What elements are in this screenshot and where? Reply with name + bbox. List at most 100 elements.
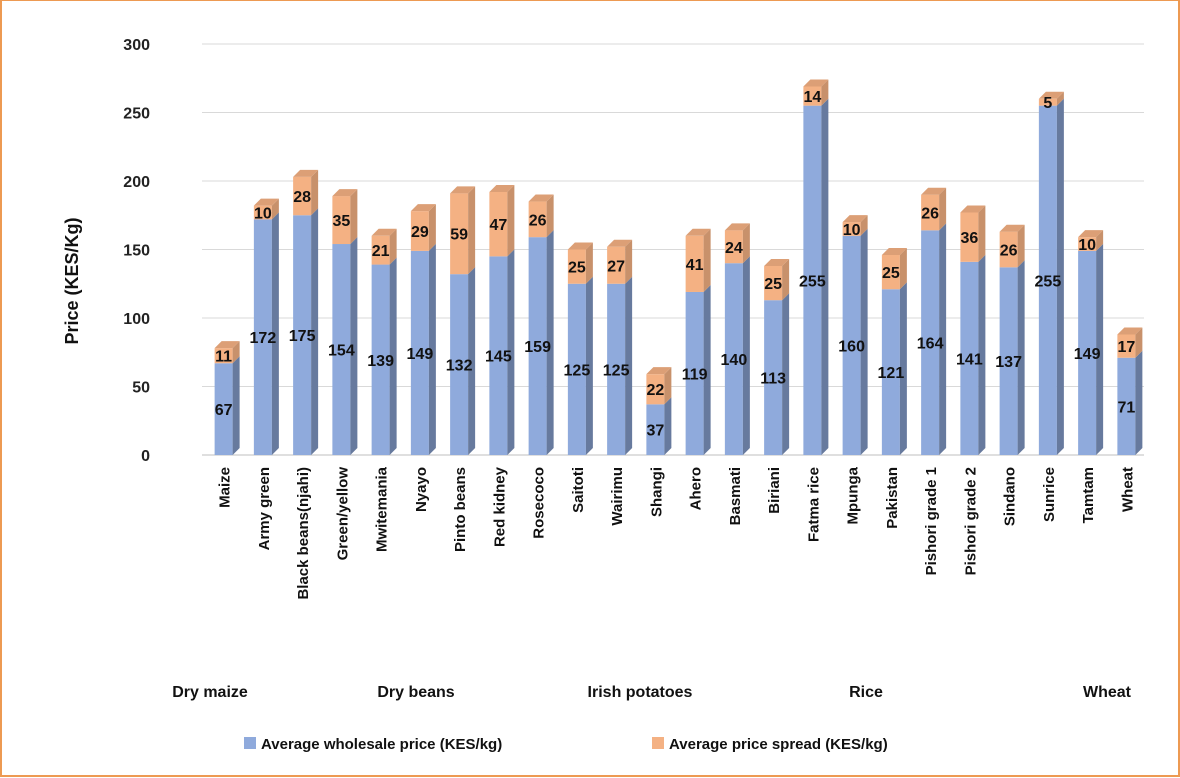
bar-spread-side <box>1017 224 1025 268</box>
bar-spread <box>960 212 979 262</box>
data-label-wholesale: 154 <box>328 343 355 360</box>
bar-top <box>371 228 397 236</box>
legend-label: Average price spread (KES/kg) <box>669 736 888 753</box>
bar-spread-side <box>232 341 240 364</box>
bar-spread-side <box>742 223 750 264</box>
data-label-wholesale: 113 <box>760 371 786 388</box>
data-label-spread: 47 <box>489 217 507 234</box>
data-label-wholesale: 255 <box>799 273 826 290</box>
bar-top <box>1038 91 1064 99</box>
bar-spread-side <box>1056 91 1064 106</box>
data-label-spread: 10 <box>1078 237 1096 254</box>
data-label-spread: 25 <box>568 260 586 277</box>
data-label-spread: 36 <box>960 230 978 247</box>
bar-spread <box>881 254 900 290</box>
data-label-spread: 25 <box>882 265 900 282</box>
bar-wholesale-side <box>507 249 515 455</box>
bar-wholesale <box>960 261 979 455</box>
bar-spread-side <box>664 367 672 405</box>
category-labels: Maize Army green Black beans(njahi) Green/y… <box>217 466 1137 599</box>
data-label-spread: 26 <box>1000 243 1018 260</box>
bar-wholesale <box>803 105 822 456</box>
bar-top <box>567 242 593 250</box>
bar-spread <box>685 235 704 292</box>
data-label-wholesale: 132 <box>446 358 473 375</box>
bar-spread <box>489 191 508 257</box>
data-label-wholesale: 71 <box>1117 399 1135 416</box>
group-labels: Dry maize Dry beans Irish potatoes Rice Whea… <box>172 684 1131 701</box>
bar-wholesale <box>528 237 547 455</box>
bar-spread-side <box>585 242 593 284</box>
category-label: Sindano <box>1002 467 1019 526</box>
bar-top <box>607 239 633 247</box>
bar-wholesale <box>489 256 508 455</box>
bar-spread <box>253 205 272 220</box>
data-labels: 6711172101752815435139211492913259145471… <box>215 89 1136 440</box>
bar-top <box>293 169 319 177</box>
category-label: Shangi <box>648 467 665 517</box>
bar-wholesale-side <box>311 208 319 455</box>
y-tick-label: 100 <box>123 311 150 328</box>
bar-spread-side <box>311 169 319 216</box>
group-label: Irish potatoes <box>588 684 693 701</box>
category-label: Red kidney <box>491 466 508 547</box>
data-label-wholesale: 125 <box>603 362 630 379</box>
data-label-wholesale: 137 <box>995 354 1022 371</box>
data-label-wholesale: 164 <box>917 336 944 353</box>
category-label: Pinto beans <box>452 467 469 552</box>
legend: Average wholesale price (KES/kg) Average … <box>244 736 888 753</box>
bar-spread <box>1038 98 1057 106</box>
bar-top <box>450 186 476 194</box>
bar-spread <box>1117 334 1136 358</box>
bar-spread-side <box>271 198 279 220</box>
bar-wholesale-side <box>860 228 868 455</box>
bar-spread <box>410 211 429 251</box>
bar-wholesale-side <box>821 98 829 456</box>
bar-wholesale <box>371 264 390 455</box>
bar-wholesale <box>646 404 665 455</box>
data-label-spread: 28 <box>293 189 311 206</box>
group-label: Rice <box>849 684 883 701</box>
category-label: Army green <box>256 467 273 550</box>
bar-spread-side <box>468 186 476 275</box>
bar-spread-side <box>821 79 829 106</box>
y-tick-label: 50 <box>132 380 150 397</box>
bar-top <box>528 194 554 202</box>
category-label: Wheat <box>1119 467 1136 512</box>
bar-spread <box>332 196 351 245</box>
bar-wholesale <box>214 363 233 455</box>
bar-wholesale-side <box>939 223 947 455</box>
bar-wholesale <box>1117 357 1136 455</box>
legend-swatch <box>652 737 664 749</box>
bar-spread-side <box>625 239 633 284</box>
bar-spread <box>450 193 469 275</box>
bar-wholesale-side <box>899 282 907 455</box>
category-label: Biriani <box>766 467 783 514</box>
bar-wholesale-side <box>271 212 279 455</box>
data-label-wholesale: 125 <box>564 362 591 379</box>
bar-wholesale <box>881 289 900 455</box>
group-label: Dry maize <box>172 684 248 701</box>
bar-top <box>842 215 868 223</box>
bars <box>214 79 1143 456</box>
data-label-spread: 27 <box>607 258 625 275</box>
category-label: Pakistan <box>884 467 901 529</box>
bar-spread <box>999 231 1018 268</box>
bar-spread <box>528 201 547 238</box>
bar-wholesale-side <box>703 284 711 455</box>
category-label: Black beans(njahi) <box>295 467 312 600</box>
bar-spread-side <box>428 204 436 251</box>
data-label-spread: 10 <box>843 222 861 239</box>
bar-top <box>999 224 1025 232</box>
bar-top <box>921 187 947 195</box>
bar-wholesale-side <box>350 237 358 455</box>
bar-wholesale-side <box>546 230 554 455</box>
data-label-wholesale: 141 <box>956 351 983 368</box>
data-label-wholesale: 37 <box>646 423 664 440</box>
data-label-spread: 11 <box>215 349 232 366</box>
bar-top <box>724 223 750 231</box>
y-tick-label: 300 <box>123 37 150 54</box>
bar-wholesale-side <box>1096 243 1104 455</box>
bar-top <box>881 247 907 255</box>
